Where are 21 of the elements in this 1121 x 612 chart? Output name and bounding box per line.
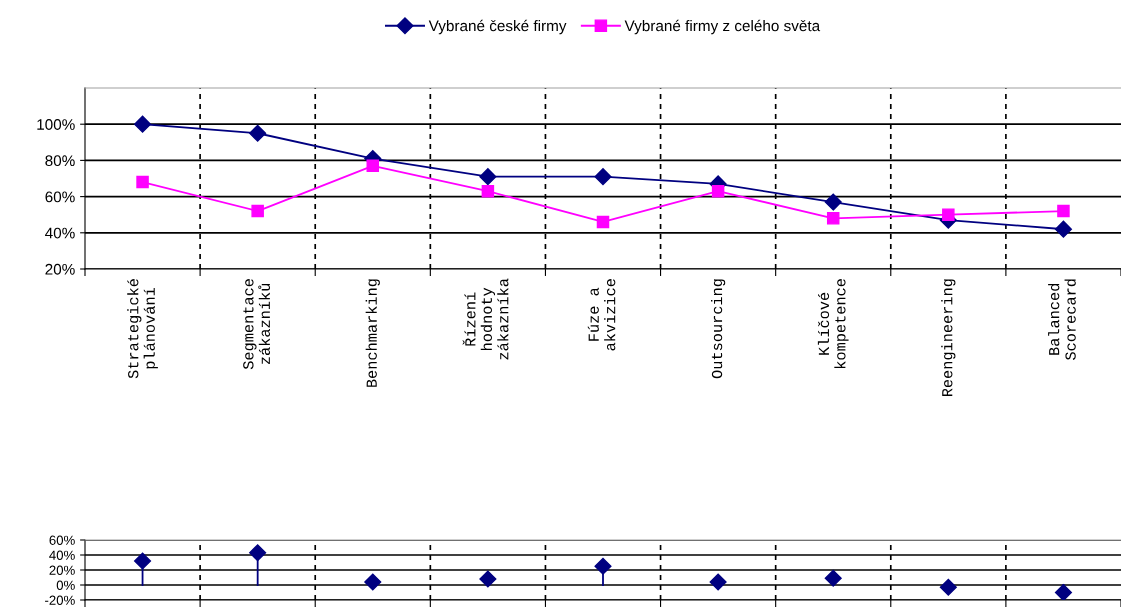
- y-tick-label: 80%: [45, 155, 75, 167]
- y-tick-label: 60%: [49, 535, 75, 545]
- y-tick-label: 40%: [49, 550, 75, 560]
- y-tick-label: 20%: [49, 565, 75, 575]
- y-tick-label: 0%: [56, 580, 75, 590]
- legend-label: Vybrané české firmy: [428, 19, 567, 35]
- x-tick-label: Fúze a akvizice: [587, 279, 616, 351]
- y-tick-label: 60%: [45, 191, 75, 203]
- x-tick-label: Balanced Scorecard: [1048, 279, 1076, 360]
- x-tick-label: Strategické plánování: [127, 279, 158, 379]
- x-tick-label: Outsourcing: [710, 279, 726, 379]
- legend-label: Vybrané firmy z celého světa: [624, 19, 821, 35]
- x-tick-label: Reengineering: [941, 279, 956, 397]
- x-tick-label: Řízení hodnoty zákazníka: [462, 278, 509, 360]
- x-tick-label: Benchmarking: [365, 279, 380, 387]
- x-tick-label: Segmentace zákazníků: [243, 279, 270, 370]
- y-tick-label: -20%: [45, 595, 75, 605]
- y-tick-label: 20%: [45, 263, 75, 275]
- x-tick-label: Klíčové kompetence: [817, 279, 849, 368]
- y-tick-label: 100%: [37, 119, 75, 130]
- y-tick-label: 40%: [45, 227, 75, 239]
